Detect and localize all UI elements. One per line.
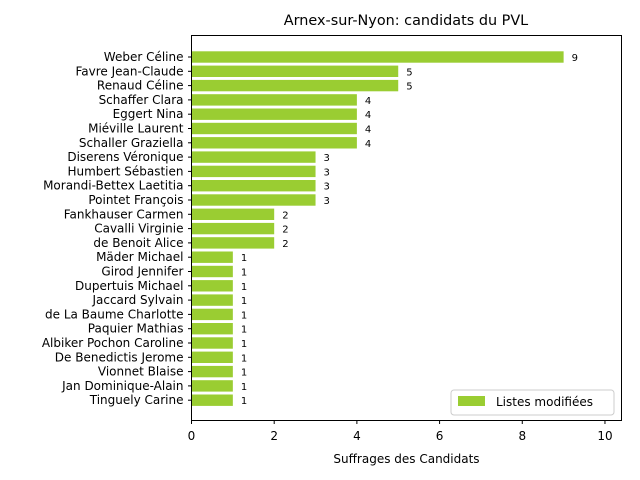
y-tick-label: Weber Céline <box>104 50 184 64</box>
x-tick-label: 0 <box>188 429 196 443</box>
data-label: 3 <box>324 153 330 164</box>
bar <box>191 380 233 392</box>
data-label: 2 <box>282 210 288 221</box>
bar <box>191 294 233 306</box>
y-tick-label: Miéville Laurent <box>88 122 184 136</box>
y-tick-label: Diserens Véronique <box>67 150 183 164</box>
bar <box>191 337 233 349</box>
data-label: 1 <box>241 353 247 364</box>
y-tick-label: Jan Dominique-Alain <box>61 379 183 393</box>
data-label: 1 <box>241 310 247 321</box>
bars-group <box>191 51 564 406</box>
data-label: 4 <box>365 139 371 150</box>
bar <box>191 137 357 149</box>
data-label: 1 <box>241 368 247 379</box>
y-tick-label: Dupertuis Michael <box>75 279 183 293</box>
data-label: 4 <box>365 96 371 107</box>
x-tick-label: 4 <box>353 429 361 443</box>
y-tick-label: de La Baume Charlotte <box>45 307 184 321</box>
legend-swatch <box>458 396 485 406</box>
bar <box>191 79 399 92</box>
legend-label: Listes modifiées <box>496 395 593 409</box>
legend: Listes modifiées <box>450 389 615 416</box>
bar <box>191 237 275 249</box>
y-tick-label: Girod Jennifer <box>101 265 183 279</box>
bar <box>191 222 275 235</box>
bar <box>191 394 233 406</box>
data-label: 3 <box>324 167 330 178</box>
y-tick-label: De Benedictis Jerome <box>55 350 184 364</box>
bar <box>191 265 233 278</box>
data-label: 1 <box>241 382 247 393</box>
data-label: 1 <box>241 253 247 264</box>
y-tick-label: Fankhauser Carmen <box>64 207 184 221</box>
bar <box>191 308 233 321</box>
data-label: 9 <box>572 53 578 64</box>
y-tick-label: Tinguely Carine <box>89 393 184 407</box>
y-tick-label: Morandi-Bettex Laetitia <box>43 179 183 193</box>
x-tick-label: 8 <box>518 429 526 443</box>
x-tick-label: 2 <box>270 429 278 443</box>
data-label: 2 <box>282 225 288 236</box>
data-label: 3 <box>324 196 330 207</box>
y-tick-label: Schaller Graziella <box>79 136 184 150</box>
data-label: 5 <box>406 67 412 78</box>
bar <box>191 194 316 206</box>
y-tick-label: Vionnet Blaise <box>98 365 184 379</box>
data-label: 1 <box>241 296 247 307</box>
y-tick-label: Albiker Pochon Caroline <box>42 336 184 350</box>
bar <box>191 208 275 220</box>
data-label: 1 <box>241 396 247 407</box>
x-axis-label: Suffrages des Candidats <box>333 452 479 466</box>
data-label: 4 <box>365 125 371 136</box>
bar <box>191 180 316 192</box>
bar <box>191 151 316 163</box>
y-tick-label: de Benoit Alice <box>93 236 183 250</box>
plot-frame <box>191 35 622 421</box>
y-tick-label: Renaud Céline <box>97 79 184 93</box>
bar <box>191 65 399 77</box>
y-tick-label: Pointet François <box>88 193 183 207</box>
data-label: 1 <box>241 339 247 350</box>
data-label: 1 <box>241 282 247 293</box>
y-tick-label: Eggert Nina <box>113 107 184 121</box>
data-label: 1 <box>241 268 247 279</box>
bar <box>191 280 233 292</box>
data-label: 5 <box>406 82 412 93</box>
data-label: 1 <box>241 325 247 336</box>
y-tick-label: Cavalli Virginie <box>94 222 183 236</box>
data-label: 3 <box>324 182 330 193</box>
bar <box>191 94 357 106</box>
x-tick-label: 10 <box>597 429 612 443</box>
y-tick-label: Favre Jean-Claude <box>75 64 183 78</box>
y-tick-label: Schaffer Clara <box>99 93 184 107</box>
data-label: 4 <box>365 110 371 121</box>
y-tick-label: Mäder Michael <box>96 250 183 264</box>
x-tick-label: 6 <box>436 429 444 443</box>
bar <box>191 351 233 363</box>
legend-box <box>450 389 615 416</box>
data-label: 2 <box>282 239 288 250</box>
bar <box>191 323 233 335</box>
chart-title: Arnex-sur-Nyon: candidats du PVL <box>284 13 528 29</box>
y-tick-label: Humbert Sébastien <box>67 164 183 178</box>
bar <box>191 108 357 120</box>
y-tick-label: Jaccard Sylvain <box>91 293 183 307</box>
bar <box>191 365 233 378</box>
y-tick-label: Paquier Mathias <box>88 322 184 336</box>
bar <box>191 165 316 178</box>
data-labels: 9 5 5 4 4 4 4 3 3 3 3 2 2 2 1 1 1 1 1 1 1 1 1 1 1 <box>241 53 578 407</box>
x-axis: 0 2 4 6 8 10 <box>188 420 613 443</box>
bar <box>191 122 357 135</box>
bar <box>191 51 564 63</box>
bar <box>191 251 233 263</box>
